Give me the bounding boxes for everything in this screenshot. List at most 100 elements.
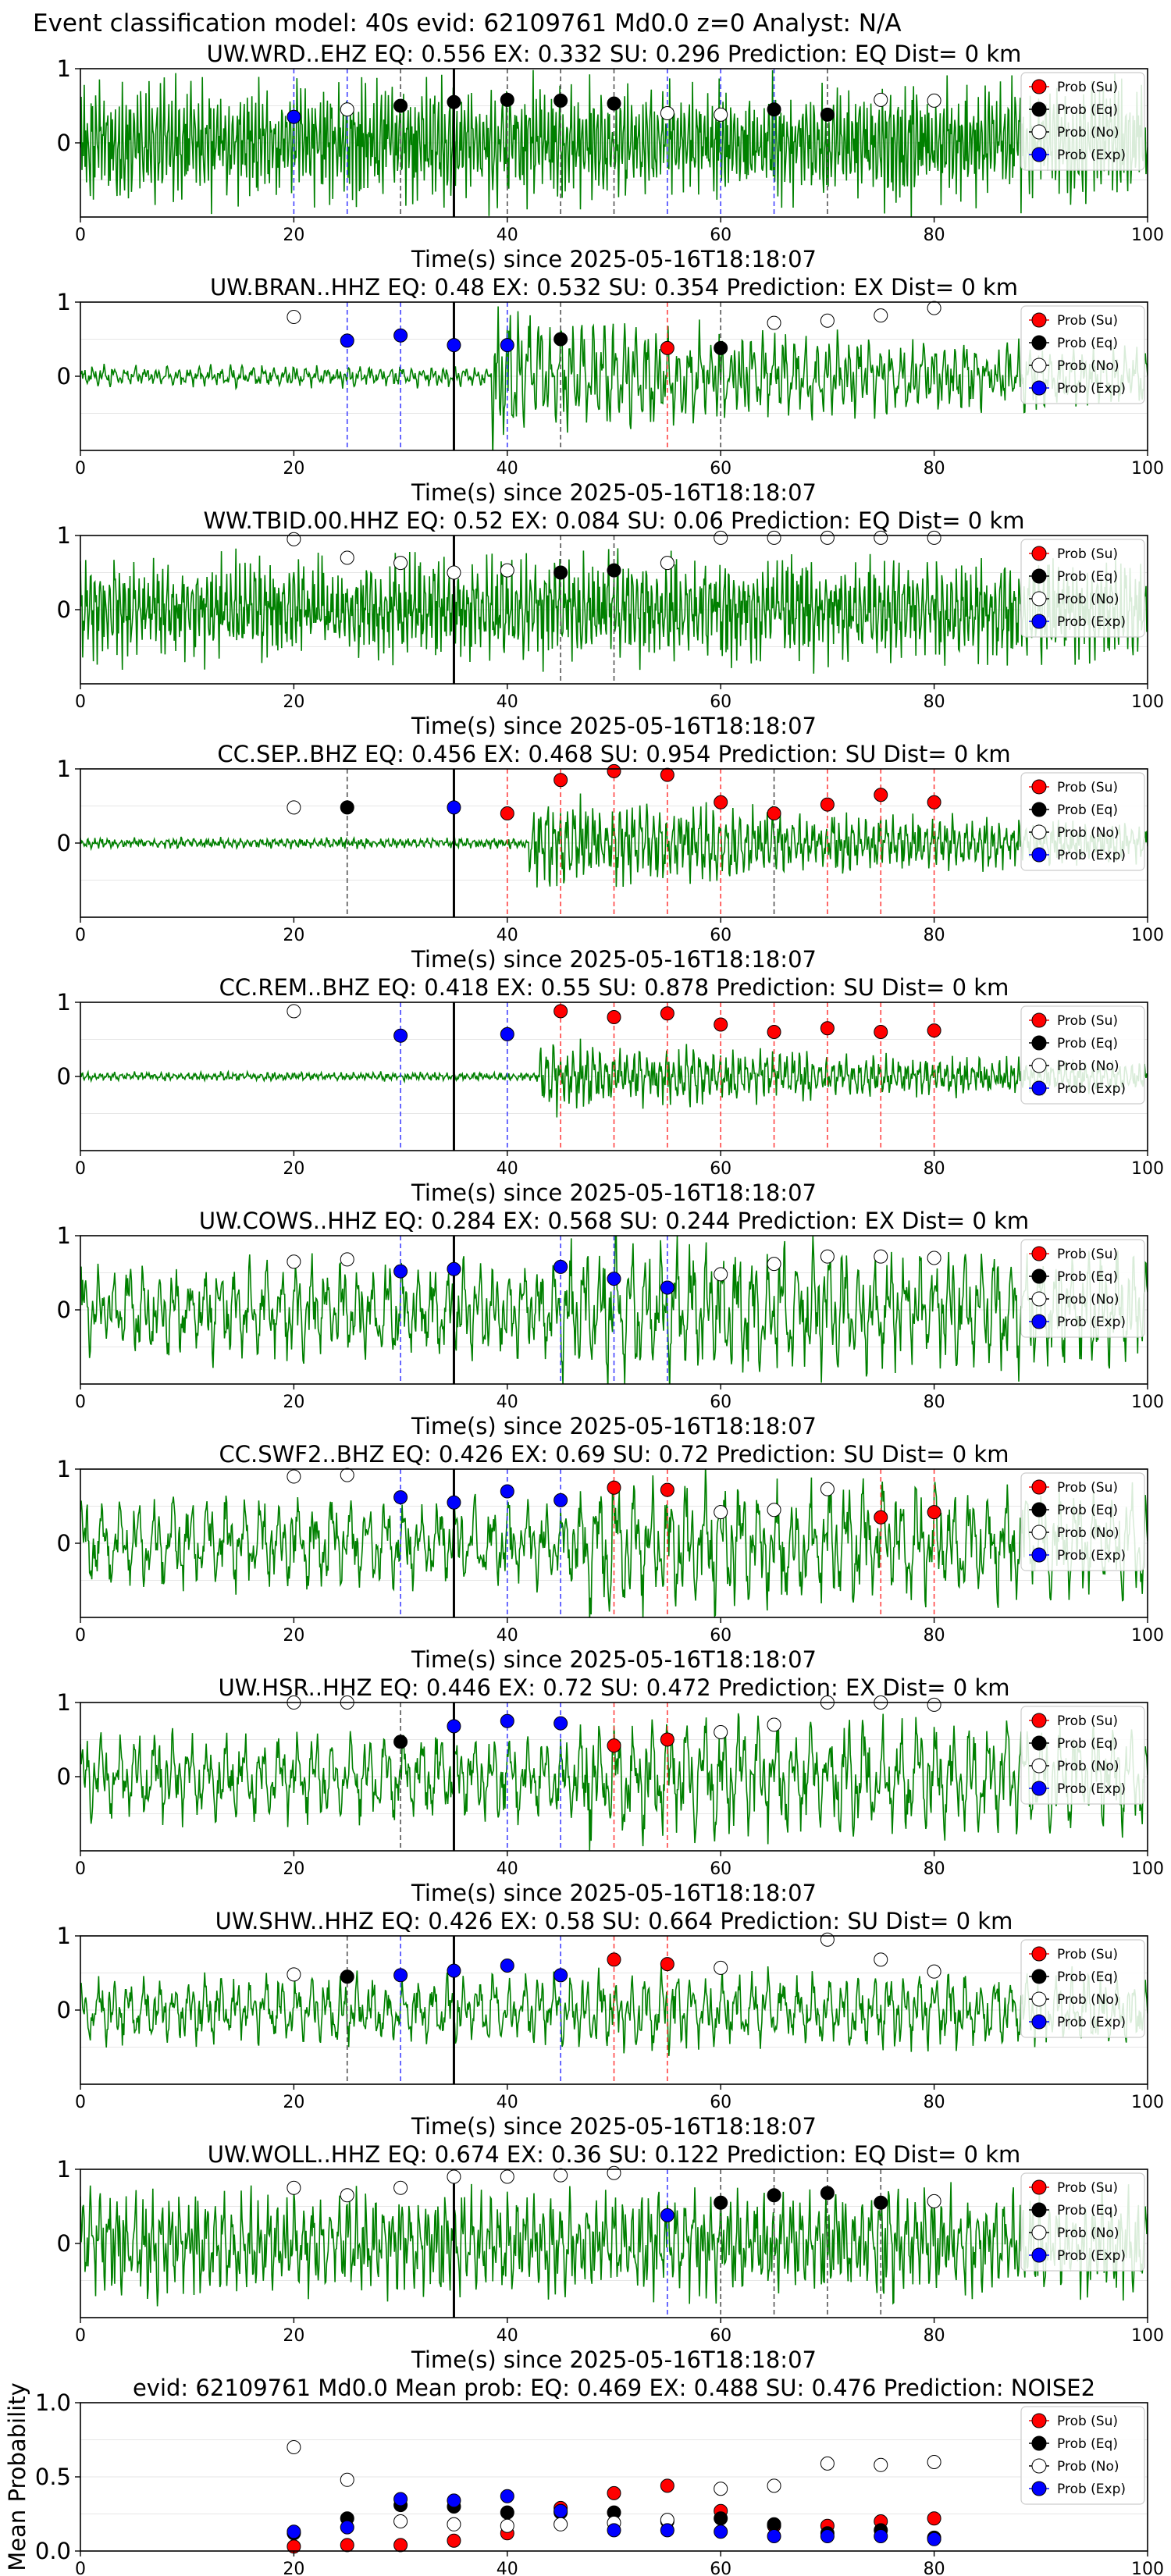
y-tick-label: 0 [57,2230,71,2257]
y-tick-label: 1 [57,756,71,782]
legend-entry: Prob (No) [1057,125,1119,141]
legend-entry: Prob (No) [1057,825,1119,841]
legend-box [1020,2406,1145,2505]
mean-prob-marker [660,2523,674,2538]
prob-marker [607,1480,621,1495]
x-tick-label: 100 [1131,1859,1164,1879]
legend-entry: Prob (Eq) [1057,1969,1118,1985]
mean-prob-marker [393,2538,408,2553]
x-tick-label: 40 [497,2326,518,2346]
legend-entry: Prob (Eq) [1057,1503,1118,1518]
prob-marker [714,340,728,355]
x-tick-label: 0 [75,1393,86,1412]
mean-prob-marker [393,2492,408,2507]
legend-entry: Prob (Exp) [1057,2248,1126,2264]
x-tick-label: 80 [924,2326,945,2346]
legend-box [1020,772,1145,871]
prob-marker [714,1725,728,1739]
legend-entry: Prob (Su) [1057,1247,1118,1262]
prob-marker [820,797,835,812]
legend-marker [1031,1758,1047,1774]
x-tick-label: 0 [75,2093,86,2112]
prob-marker [447,1261,461,1276]
mean-prob-marker [660,2478,674,2493]
prob-marker [553,1493,568,1507]
legend-entry: Prob (Exp) [1057,848,1126,863]
panel-10: UW.WOLL..HHZ EQ: 0.674 EX: 0.36 SU: 0.12… [57,2141,1164,2373]
y-tick-label: 0 [57,1530,71,1557]
legend-marker [1031,1012,1047,1028]
mean-prob-marker [767,2478,781,2493]
x-tick-label: 40 [497,226,518,245]
legend-entry: Prob (Su) [1057,780,1118,795]
mean-prob-marker [820,2529,835,2543]
x-tick-label: 100 [1131,926,1164,945]
y-tick-label: 1 [57,55,71,82]
x-tick-label: 20 [283,459,304,479]
y-tick-label: 1 [57,989,71,1016]
mean-prob-marker [607,2523,621,2538]
mean-prob-marker [447,2533,461,2548]
prob-marker [820,530,835,545]
prob-marker [660,767,674,782]
x-tick-label: 100 [1131,2093,1164,2112]
x-tick-label: 0 [75,459,86,479]
legend-marker [1031,101,1047,117]
x-axis-label: Time(s) since 2025-05-16T18:18:07 [411,2347,817,2373]
legend-marker [1031,1246,1047,1261]
prob-marker [607,1010,621,1024]
legend-marker [1031,79,1047,94]
legend-entry: Prob (Eq) [1057,1036,1118,1051]
prob-marker [287,1967,301,1982]
x-tick-label: 80 [924,2093,945,2112]
x-tick-label: 20 [283,692,304,712]
x-tick-label: 20 [283,926,304,945]
legend-entry: Prob (Su) [1057,1480,1118,1496]
legend-entry: Prob (No) [1057,1992,1119,2008]
mean-prob-marker [927,2532,941,2546]
prob-marker [340,1969,354,1984]
x-tick-label: 80 [924,226,945,245]
x-tick-label: 40 [497,1393,518,1412]
x-axis-label: Time(s) since 2025-05-16T18:18:07 [411,2113,817,2140]
prob-marker [287,310,301,324]
mean-prob-marker [500,2505,514,2520]
prob-marker [660,2208,674,2222]
x-tick-label: 0 [75,692,86,712]
plot-area [80,769,1148,917]
legend-marker [1031,1502,1047,1517]
mean-prob-marker [714,2511,728,2526]
panel-7: CC.SWF2..BHZ EQ: 0.426 EX: 0.69 SU: 0.72… [57,1441,1164,1673]
prob-marker [447,2169,461,2184]
legend-box [1020,2172,1145,2272]
prob-marker [393,1735,408,1749]
prob-marker [607,2165,621,2180]
prob-marker [714,1960,728,1975]
legend-marker [1031,1291,1047,1307]
prob-marker [660,1006,674,1021]
prob-marker [767,1025,781,1039]
mean-prob-marker [340,2520,354,2535]
legend-box [1020,305,1145,404]
prob-marker [874,2195,888,2210]
legend-entry: Prob (Eq) [1057,569,1118,585]
mean-prob-marker [447,2493,461,2508]
prob-marker [340,333,354,348]
x-axis-label: Time(s) since 2025-05-16T18:18:07 [411,946,817,973]
legend-marker [1031,2481,1047,2496]
prob-marker [500,2169,514,2184]
prob-marker [340,2188,354,2203]
prob-marker [607,563,621,578]
prob-marker [607,96,621,111]
legend-marker [1031,2458,1047,2474]
panel-6: UW.COWS..HHZ EQ: 0.284 EX: 0.568 SU: 0.2… [57,1208,1164,1439]
y-tick-label: 1 [57,522,71,549]
figure-suptitle: Event classification model: 40s evid: 62… [33,9,902,37]
prob-marker [660,1732,674,1747]
legend-marker [1031,2179,1047,2195]
legend-marker [1031,1547,1047,1563]
prob-marker [607,1952,621,1967]
legend-entry: Prob (Exp) [1057,148,1126,163]
x-tick-label: 20 [283,1859,304,1879]
